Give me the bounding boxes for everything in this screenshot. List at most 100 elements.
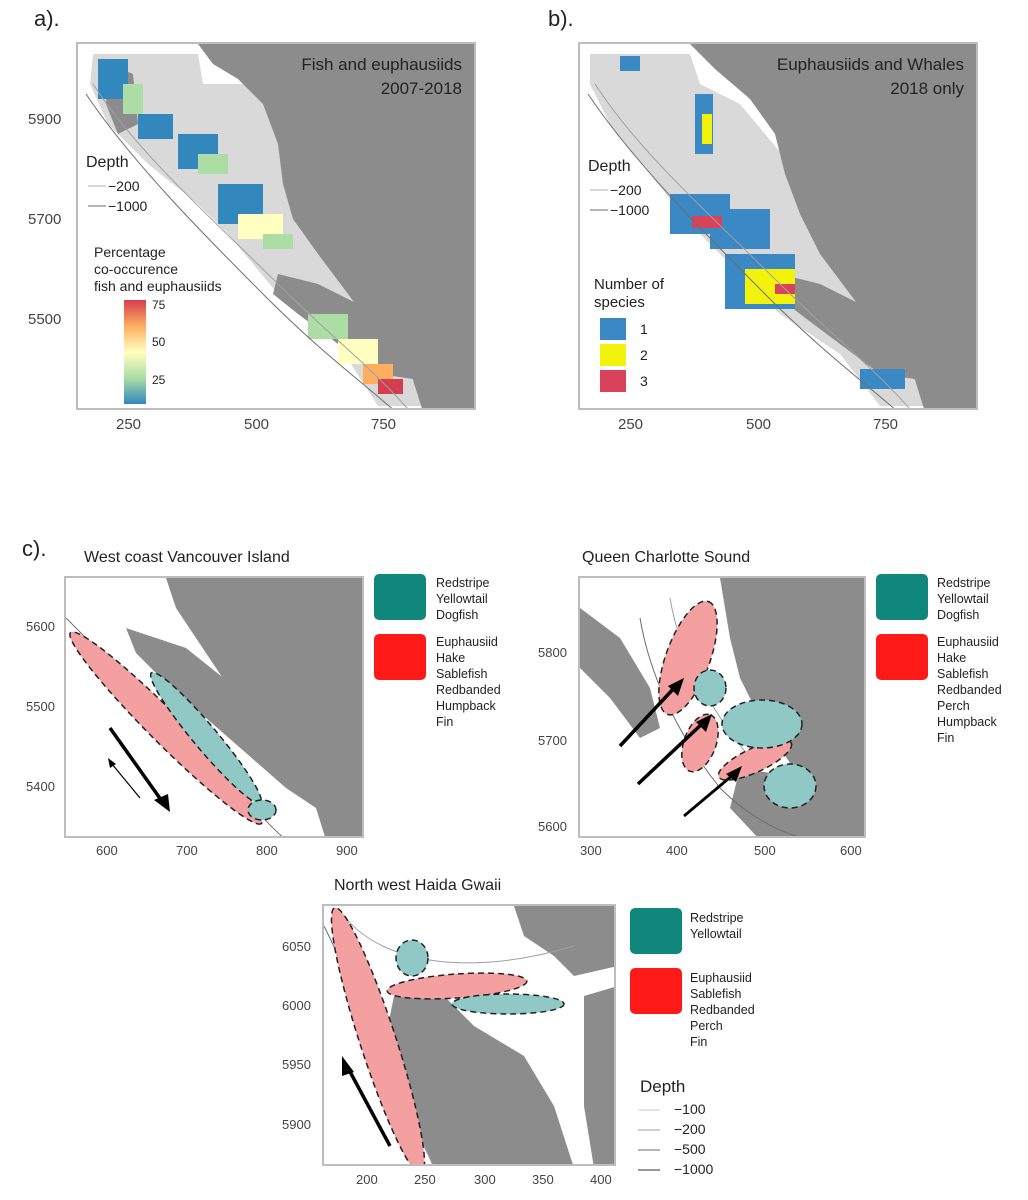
land-mainland (720, 578, 864, 836)
panel-b-x-tick-250: 250 (618, 416, 644, 433)
panel-a-title-line1: Fish and euphausiids (301, 55, 462, 74)
panel-a-colorbar (124, 300, 146, 404)
west-coast-teal-ellipse (149, 671, 277, 821)
land-haida (384, 986, 573, 1164)
haida-gwaii-teal-ellipses (395, 939, 565, 1015)
panel-a-colorbar-50: 50 (152, 335, 166, 349)
panel-b-species-label-1: 1 (640, 321, 648, 337)
panel-a-x-tick-500: 500 (244, 416, 270, 433)
mainland (198, 44, 474, 408)
haida-gwaii-red-1: Euphausiid (690, 971, 752, 985)
panel-b-species-label-2: 2 (640, 347, 648, 363)
cooccurrence-cells (98, 59, 403, 394)
species-cells (620, 56, 905, 389)
panel-b-title-line2: 2018 only (890, 79, 964, 98)
panel-b-depth-legend-keys (590, 189, 608, 211)
queen-charlotte-red-5: Perch (937, 699, 970, 713)
panel-a-letter: a). (34, 6, 60, 31)
island-land (775, 274, 915, 379)
haida-gwaii-x-200: 200 (356, 1172, 378, 1187)
panel-a-title-line2: 2007-2018 (380, 79, 462, 98)
haida-gwaii-teal-1: Redstripe (690, 911, 744, 925)
queen-charlotte-y-5700: 5700 (538, 733, 567, 748)
queen-charlotte-map-svg (580, 578, 864, 836)
depth-contour-200 (594, 83, 910, 408)
haida-gwaii-depth-500: −500 (674, 1141, 706, 1157)
west-coast-x-600: 600 (96, 843, 118, 858)
land-island (126, 628, 331, 808)
panel-a-colorbar-title-3: fish and euphausiids (94, 278, 222, 294)
haida-gwaii-red-4: Perch (690, 1019, 723, 1033)
panel-b-species-label-3: 3 (640, 373, 648, 389)
haida-gwaii-y-5950: 5950 (282, 1057, 311, 1072)
land-right (584, 987, 614, 1164)
panel-a-y-tick-5900: 5900 (28, 111, 62, 128)
haida-gwaii-teal-swatch (630, 908, 682, 954)
mainland (690, 44, 976, 408)
haida-gwaii-x-250: 250 (414, 1172, 436, 1187)
panel-a-map-svg (85, 44, 474, 408)
haida-gwaii-depth-200: −200 (674, 1121, 706, 1137)
panel-c-letter: c). (22, 536, 47, 561)
queen-charlotte-teal-3: Dogfish (937, 608, 980, 622)
west-coast-teal-swatch (374, 574, 426, 620)
west-coast-teal-3: Dogfish (436, 608, 479, 622)
panel-b-depth-1000: −1000 (610, 202, 650, 218)
west-coast-y-5600: 5600 (26, 619, 55, 634)
queen-charlotte-red-2: Hake (937, 651, 967, 665)
queen-charlotte-red-4: Redbanded (937, 683, 1002, 697)
panel-a-colorbar-75: 75 (152, 298, 166, 312)
west-coast-map (64, 576, 364, 838)
haida-gwaii-teal-2: Yellowtail (690, 927, 742, 941)
depth-contour-1000 (85, 93, 393, 408)
west-coast-x-700: 700 (176, 843, 198, 858)
haida-gwaii-x-400: 400 (590, 1172, 612, 1187)
haida-gwaii-arrow (342, 1056, 392, 1147)
queen-charlotte-red-swatch (876, 634, 928, 680)
haida-gwaii-depth-100: −100 (674, 1101, 706, 1117)
panel-b-map-svg (587, 44, 976, 408)
haida-gwaii-red-5: Fin (690, 1035, 708, 1049)
west-coast-red-2: Hake (436, 651, 466, 665)
west-coast-red-6: Fin (436, 715, 454, 729)
panel-b-species-legend-title-2: species (594, 294, 645, 311)
haida-gwaii-y-6050: 6050 (282, 939, 311, 954)
west-coast-y-5500: 5500 (26, 699, 55, 714)
panel-a-depth-legend-keys (88, 185, 106, 207)
haida-gwaii-x-350: 350 (532, 1172, 554, 1187)
queen-charlotte-x-600: 600 (840, 843, 862, 858)
panel-a-y-tick-5700: 5700 (28, 211, 62, 228)
haida-gwaii-depth-legend-keys (638, 1109, 660, 1171)
panel-a-colorbar-title-2: co-occurence (94, 261, 179, 277)
panel-b-species-swatch-2 (600, 344, 626, 366)
queen-charlotte-y-5800: 5800 (538, 645, 567, 660)
queen-charlotte-red-1: Euphausiid (937, 635, 999, 649)
panel-b-species-swatch-1 (600, 318, 626, 340)
haida-gwaii-x-300: 300 (474, 1172, 496, 1187)
panel-b-x-tick-750: 750 (873, 416, 899, 433)
west-coast-red-swatch (374, 634, 426, 680)
haida-gwaii-red-swatch (630, 968, 682, 1014)
west-coast-map-svg (66, 578, 362, 836)
panel-a-colorbar-title-1: Percentage (94, 244, 166, 260)
haida-gwaii-map (322, 904, 616, 1166)
west-coast-x-900: 900 (336, 843, 358, 858)
panel-b-map: Euphausiids and Whales 2018 only Depth −… (578, 42, 978, 410)
west-coast-red-1: Euphausiid (436, 635, 498, 649)
queen-charlotte-y-5600: 5600 (538, 819, 567, 834)
depth-contours (639, 617, 798, 836)
panel-b-letter: b). (548, 6, 574, 31)
depth-contour-1000 (587, 93, 895, 408)
haida-gwaii-title: North west Haida Gwaii (334, 877, 502, 894)
haida-gwaii-depth-title: Depth (640, 1077, 686, 1096)
haida-gwaii-red-3: Redbanded (690, 1003, 755, 1017)
queen-charlotte-red-6: Humpback (937, 715, 997, 729)
panel-b-title-line1: Euphausiids and Whales (776, 55, 964, 74)
panel-b-species-legend-title-1: Number of (594, 276, 665, 293)
queen-charlotte-title: Queen Charlotte Sound (582, 549, 751, 566)
west-coast-arrows (108, 726, 170, 812)
queen-charlotte-teal-ellipses (693, 669, 817, 809)
panel-a-x-tick-750: 750 (371, 416, 397, 433)
panel-a-depth-legend-title: Depth (86, 154, 129, 171)
west-coast-teal-1: Redstripe (436, 576, 490, 590)
